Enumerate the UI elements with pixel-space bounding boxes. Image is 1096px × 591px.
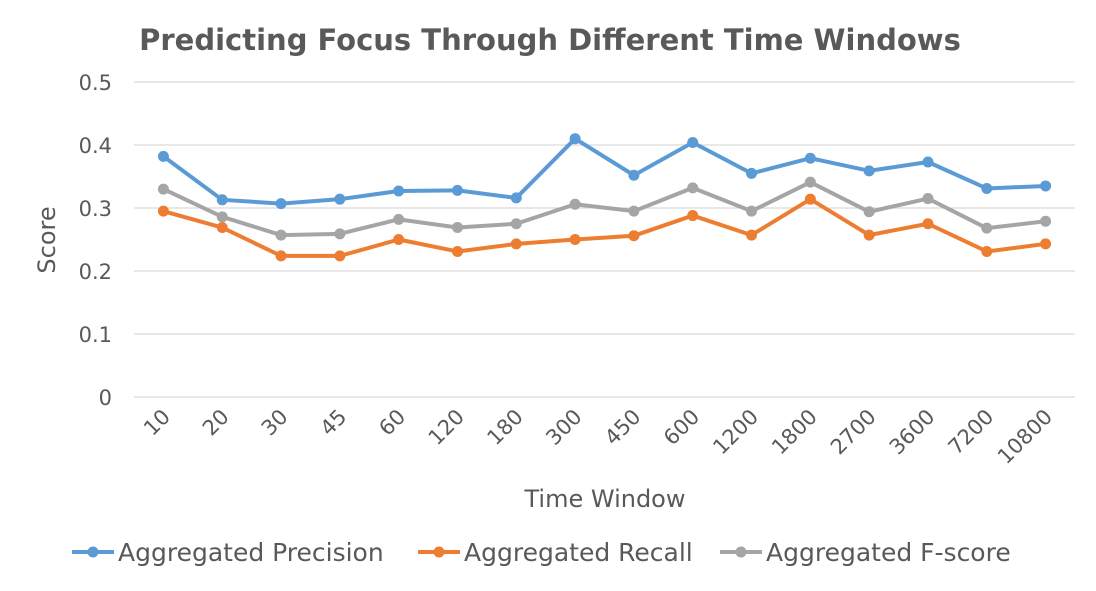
data-point bbox=[569, 234, 581, 245]
series-lines bbox=[157, 133, 1052, 262]
y-tick-labels: 0 0.1 0.2 0.3 0.4 0.5 bbox=[79, 71, 112, 410]
data-point bbox=[334, 193, 346, 205]
data-point bbox=[628, 230, 640, 242]
legend-entry: Aggregated Recall bbox=[418, 538, 693, 567]
data-point bbox=[804, 193, 816, 205]
data-point bbox=[804, 152, 816, 164]
data-point bbox=[275, 229, 287, 241]
legend-label: Aggregated F-score bbox=[766, 538, 1011, 567]
data-point bbox=[451, 222, 463, 234]
data-point bbox=[922, 193, 934, 205]
data-point bbox=[922, 156, 934, 168]
data-point bbox=[275, 250, 287, 262]
legend-swatch-marker bbox=[433, 546, 445, 558]
data-point bbox=[451, 245, 463, 257]
data-point bbox=[922, 218, 934, 230]
data-point bbox=[1040, 238, 1052, 250]
data-point bbox=[981, 245, 993, 257]
y-tick-label: 0.5 bbox=[79, 71, 112, 95]
legend: Aggregated Precision Aggregated Recall Agg… bbox=[72, 538, 1011, 567]
series-2 bbox=[157, 176, 1052, 241]
legend-swatch-marker bbox=[735, 546, 747, 558]
series-line bbox=[161, 180, 1048, 238]
x-tick-label: 300 bbox=[541, 405, 586, 450]
x-tick-label: 60 bbox=[374, 405, 410, 441]
x-tick-label: 600 bbox=[659, 405, 704, 450]
y-tick-label: 0.4 bbox=[79, 134, 112, 158]
data-point bbox=[687, 136, 699, 148]
data-point bbox=[569, 198, 581, 210]
x-tick-label: 10 bbox=[139, 405, 175, 441]
x-tick-label: 3600 bbox=[885, 405, 940, 460]
data-point bbox=[393, 213, 405, 225]
data-point bbox=[1040, 215, 1052, 227]
data-point bbox=[804, 176, 816, 188]
x-tick-labels: 10 20 30 45 60 120 180 300 450 600 1200 1800 2700 360… bbox=[139, 405, 1057, 469]
x-tick-label: 30 bbox=[257, 405, 293, 441]
data-point bbox=[863, 229, 875, 241]
chart-title: Predicting Focus Through Different Time … bbox=[139, 23, 961, 57]
data-point bbox=[981, 182, 993, 194]
x-tick-label: 45 bbox=[316, 405, 352, 441]
legend-entry: Aggregated F-score bbox=[720, 538, 1011, 567]
data-point bbox=[569, 133, 581, 145]
series-line bbox=[161, 197, 1048, 258]
data-point bbox=[157, 183, 169, 195]
data-point bbox=[334, 228, 346, 240]
gridlines bbox=[134, 81, 1075, 398]
data-point bbox=[275, 198, 287, 210]
data-point bbox=[687, 182, 699, 194]
data-point bbox=[393, 234, 405, 245]
data-point bbox=[628, 169, 640, 181]
data-point bbox=[687, 210, 699, 222]
legend-entry: Aggregated Precision bbox=[72, 538, 384, 567]
data-point bbox=[393, 185, 405, 197]
data-point bbox=[981, 222, 993, 234]
x-tick-label: 10800 bbox=[993, 405, 1057, 469]
data-point bbox=[1040, 180, 1052, 192]
data-point bbox=[451, 184, 463, 196]
x-axis-label: Time Window bbox=[524, 485, 686, 513]
y-axis-label: Score bbox=[33, 206, 61, 273]
legend-swatch-marker bbox=[87, 546, 99, 558]
data-point bbox=[216, 194, 228, 206]
data-point bbox=[746, 229, 758, 241]
data-point bbox=[334, 250, 346, 262]
data-point bbox=[216, 211, 228, 223]
y-tick-label: 0.2 bbox=[79, 260, 112, 284]
legend-label: Aggregated Recall bbox=[464, 538, 693, 567]
series-0 bbox=[157, 133, 1052, 210]
data-point bbox=[746, 205, 758, 217]
y-tick-label: 0.1 bbox=[79, 323, 112, 347]
x-tick-label: 450 bbox=[600, 405, 645, 450]
data-point bbox=[510, 218, 522, 230]
data-point bbox=[510, 238, 522, 250]
x-tick-label: 1800 bbox=[767, 405, 822, 460]
data-point bbox=[157, 205, 169, 217]
data-point bbox=[746, 167, 758, 179]
data-point bbox=[216, 222, 228, 234]
y-tick-label: 0.3 bbox=[79, 197, 112, 221]
y-tick-label: 0 bbox=[99, 386, 112, 410]
x-tick-label: 180 bbox=[482, 405, 527, 450]
data-point bbox=[157, 150, 169, 162]
x-tick-label: 1200 bbox=[708, 405, 763, 460]
x-tick-label: 120 bbox=[424, 405, 469, 450]
x-tick-label: 20 bbox=[198, 405, 234, 441]
series-line bbox=[161, 136, 1048, 206]
legend-label: Aggregated Precision bbox=[118, 538, 384, 567]
data-point bbox=[863, 165, 875, 177]
series-1 bbox=[157, 193, 1052, 262]
data-point bbox=[863, 206, 875, 218]
x-tick-label: 7200 bbox=[944, 405, 999, 460]
x-tick-label: 2700 bbox=[826, 405, 881, 460]
data-point bbox=[628, 205, 640, 217]
data-point bbox=[510, 192, 522, 204]
